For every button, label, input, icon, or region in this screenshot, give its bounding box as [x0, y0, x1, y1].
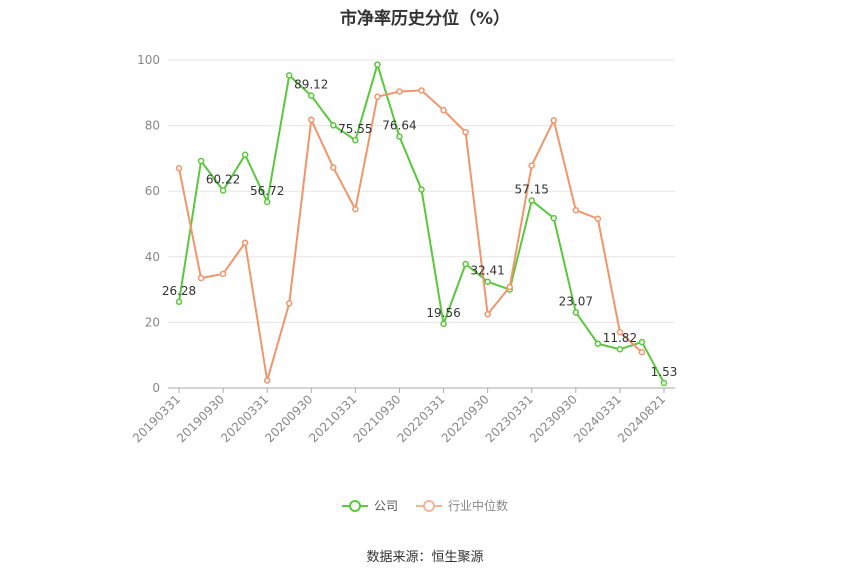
data-point-0: [219, 187, 227, 194]
legend-item-company[interactable]: 公司: [341, 497, 398, 514]
series-1: [175, 87, 646, 384]
data-point-1: [285, 300, 293, 307]
data-point-0: [418, 186, 425, 193]
data-point-1: [241, 239, 249, 246]
data-point-0: [660, 379, 668, 387]
data-point-0: [528, 197, 535, 204]
source-note: 数据来源：恒生聚源: [366, 550, 484, 565]
legend-marker-industry-icon: [416, 499, 442, 512]
legend-label-company: 公司: [373, 499, 398, 513]
data-label: 76.64: [382, 119, 416, 133]
data-point-0: [550, 214, 558, 222]
data-label: 56.72: [250, 184, 284, 198]
data-point-1: [175, 164, 183, 172]
data-point-0: [285, 72, 293, 79]
series-line-0: [178, 63, 665, 384]
data-label: 75.55: [338, 122, 372, 136]
axes: 0204060801002019033120190930202003312020…: [130, 53, 675, 445]
data-point-1: [263, 377, 271, 384]
data-label: 60.22: [206, 172, 240, 186]
data-point-1: [219, 270, 227, 278]
data-point-0: [308, 92, 315, 99]
legend: 公司 行业中位数: [0, 497, 850, 514]
legend-marker-company-icon: [341, 499, 368, 512]
data-point-1: [308, 116, 315, 123]
data-label: 89.12: [294, 78, 328, 92]
y-tick-label: 60: [145, 184, 160, 198]
data-point-1: [550, 117, 558, 124]
data-point-0: [594, 340, 602, 347]
data-point-0: [197, 157, 205, 165]
data-point-0: [440, 320, 447, 328]
y-tick-label: 0: [152, 381, 160, 395]
data-point-1: [528, 162, 535, 169]
data-point-1: [330, 164, 337, 171]
legend-label-industry-median: 行业中位数: [448, 499, 509, 513]
data-label: 19.56: [426, 306, 460, 320]
data-point-0: [396, 133, 403, 140]
data-point-1: [418, 87, 425, 94]
data-point-1: [616, 328, 624, 336]
data-point-0: [572, 309, 580, 316]
data-label: 1.53: [651, 365, 678, 379]
data-point-1: [374, 93, 381, 100]
data-point-1: [462, 128, 469, 136]
data-point-1: [638, 348, 646, 356]
data-point-0: [484, 278, 491, 285]
data-point-0: [175, 298, 183, 306]
data-point-1: [352, 205, 359, 213]
y-tick-label: 20: [145, 315, 160, 329]
data-label: 23.07: [559, 294, 593, 308]
data-label: 11.82: [603, 331, 637, 345]
data-point-0: [263, 198, 271, 206]
legend-item-industry-median[interactable]: 行业中位数: [416, 497, 508, 514]
data-point-0: [374, 61, 381, 68]
x-tick-label: 20240821: [615, 392, 668, 445]
data-point-1: [197, 274, 205, 282]
data-point-1: [572, 206, 580, 214]
data-point-0: [241, 151, 249, 159]
series-0: [175, 61, 668, 387]
data-point-0: [616, 345, 624, 353]
data-point-1: [440, 106, 447, 114]
data-point-0: [352, 136, 359, 144]
data-point-0: [638, 338, 646, 346]
y-tick-label: 80: [145, 119, 160, 133]
data-label: 57.15: [515, 183, 549, 197]
y-tick-label: 100: [137, 53, 160, 67]
data-point-0: [330, 122, 337, 129]
series-lines: [175, 61, 668, 387]
data-point-1: [506, 283, 513, 291]
y-tick-label: 40: [145, 250, 160, 264]
chart-title: 市净率历史分位（%）: [339, 9, 511, 29]
data-label: 26.28: [162, 284, 196, 298]
data-point-0: [462, 260, 469, 268]
series-line-1: [178, 89, 643, 382]
data-point-1: [484, 310, 491, 318]
data-label: 32.41: [470, 264, 504, 278]
data-point-1: [594, 215, 602, 223]
data-point-1: [396, 88, 403, 95]
data-labels: 26.28 60.22 56.72 89.12 75.55 76.64 19.56 32.41…: [162, 78, 678, 379]
